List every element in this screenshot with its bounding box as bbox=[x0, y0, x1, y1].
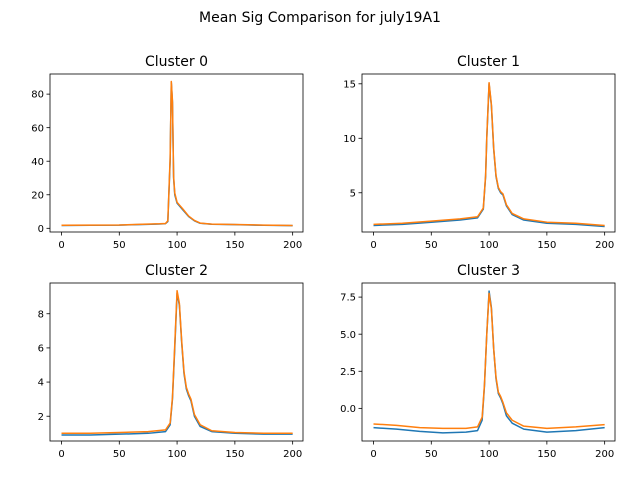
y-tick-label: 20 bbox=[31, 190, 44, 201]
y-tick-label: 5 bbox=[350, 188, 356, 199]
axes-frame bbox=[361, 73, 616, 233]
y-tick-label: 5.0 bbox=[340, 330, 356, 341]
subplot-title: Cluster 3 bbox=[457, 263, 520, 279]
x-tick-label: 50 bbox=[113, 240, 126, 251]
x-tick-label: 200 bbox=[595, 449, 614, 460]
y-tick-label: 60 bbox=[31, 123, 44, 134]
series-line-orange bbox=[61, 80, 293, 227]
series-line-orange bbox=[61, 289, 293, 435]
y-tick-label: 0.0 bbox=[340, 404, 356, 415]
series-group bbox=[373, 81, 605, 228]
y-tick-label: 10 bbox=[343, 134, 356, 145]
x-tick-label: 0 bbox=[58, 240, 64, 251]
x-tick-label: 0 bbox=[370, 240, 376, 251]
x-tick-label: 200 bbox=[283, 449, 302, 460]
x-tick-label: 0 bbox=[370, 449, 376, 460]
figure-suptitle: Mean Sig Comparison for july19A1 bbox=[199, 10, 441, 26]
series-group bbox=[373, 290, 605, 434]
x-tick-label: 100 bbox=[168, 449, 187, 460]
y-tick-label: 15 bbox=[343, 79, 356, 90]
y-tick-label: 2 bbox=[38, 412, 44, 423]
series-line-orange bbox=[373, 81, 605, 227]
series-line-blue bbox=[61, 81, 293, 227]
x-tick-label: 200 bbox=[595, 240, 614, 251]
y-tick-label: 7.5 bbox=[340, 293, 356, 304]
series-line-blue bbox=[373, 290, 605, 434]
x-tick-label: 100 bbox=[168, 240, 187, 251]
subplot-cluster-3: Cluster 3 0 50 100 150 200 0.0 2.5 5.0 7.5 bbox=[340, 263, 616, 460]
series-line-blue bbox=[61, 292, 293, 436]
y-tick-label: 2.5 bbox=[340, 367, 356, 378]
axes-frame bbox=[49, 282, 304, 442]
subplot-title: Cluster 0 bbox=[145, 54, 208, 70]
y-tick-label: 40 bbox=[31, 157, 44, 168]
x-tick-label: 200 bbox=[283, 240, 302, 251]
x-tick-label: 150 bbox=[537, 240, 556, 251]
x-tick-label: 50 bbox=[425, 240, 438, 251]
subplot-title: Cluster 1 bbox=[457, 54, 520, 70]
x-tick-label: 150 bbox=[225, 449, 244, 460]
x-tick-label: 100 bbox=[480, 240, 499, 251]
y-tick-label: 4 bbox=[38, 378, 44, 389]
x-tick-label: 0 bbox=[58, 449, 64, 460]
series-group bbox=[61, 80, 293, 227]
axes-frame bbox=[361, 282, 616, 442]
series-group bbox=[61, 289, 293, 436]
x-tick-label: 50 bbox=[425, 449, 438, 460]
subplot-title: Cluster 2 bbox=[145, 263, 208, 279]
x-tick-label: 100 bbox=[480, 449, 499, 460]
subplot-cluster-2: Cluster 2 0 50 100 150 200 2 4 6 8 bbox=[38, 263, 304, 460]
x-tick-label: 150 bbox=[537, 449, 556, 460]
series-line-blue bbox=[373, 83, 605, 228]
axes-frame bbox=[49, 73, 304, 233]
y-tick-label: 0 bbox=[38, 224, 44, 235]
x-tick-label: 150 bbox=[225, 240, 244, 251]
y-tick-label: 8 bbox=[38, 309, 44, 320]
series-line-orange bbox=[373, 292, 605, 430]
y-tick-label: 6 bbox=[38, 344, 44, 355]
subplot-cluster-0: Cluster 0 0 50 100 150 200 0 20 40 60 80 bbox=[31, 54, 304, 251]
subplot-cluster-1: Cluster 1 0 50 100 150 200 5 10 15 bbox=[343, 54, 616, 251]
x-tick-label: 50 bbox=[113, 449, 126, 460]
y-tick-label: 80 bbox=[31, 90, 44, 101]
